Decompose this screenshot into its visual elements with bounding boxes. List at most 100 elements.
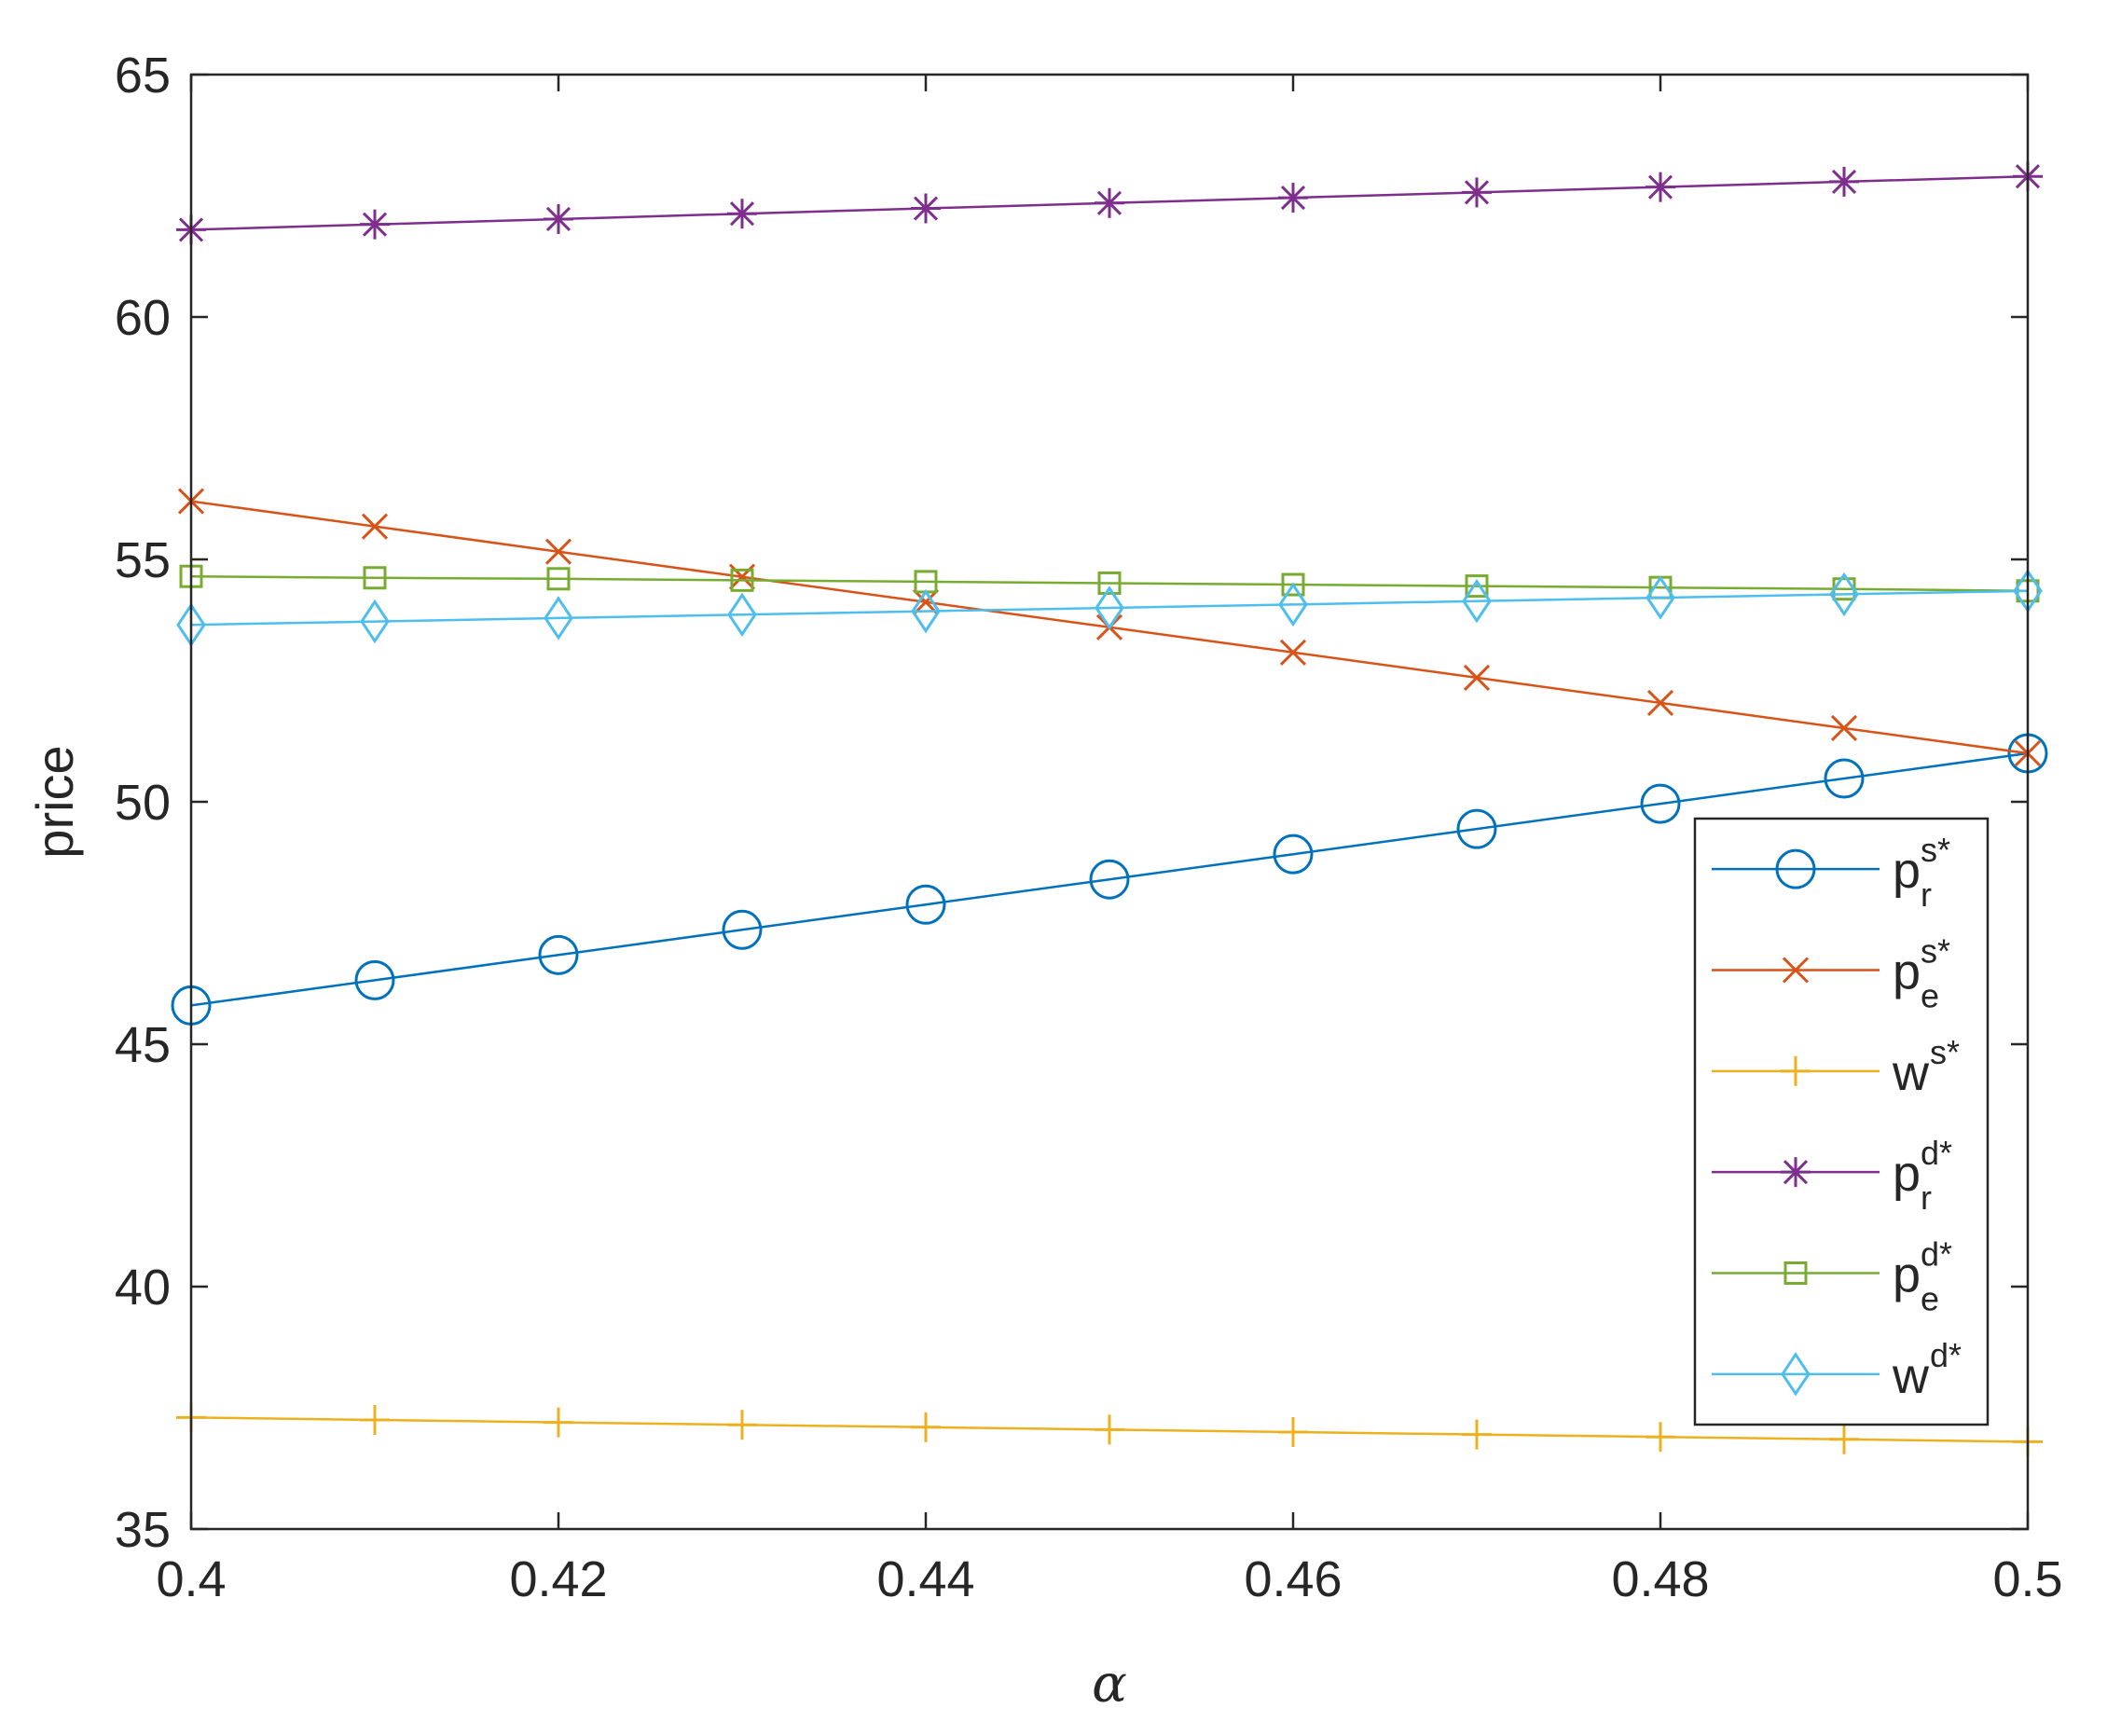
- legend-marker: [1783, 1261, 1808, 1285]
- x-tick-label: 0.46: [1244, 1551, 1342, 1607]
- data-point: [360, 1405, 390, 1435]
- data-point: [1829, 572, 1859, 617]
- data-point: [544, 1407, 573, 1438]
- legend-entry: p s* r: [1712, 831, 1950, 914]
- legend-superscript: s*: [1921, 932, 1950, 971]
- data-point: [361, 513, 389, 540]
- data-point: [722, 909, 763, 950]
- data-point: [1456, 808, 1497, 849]
- data-point: [1279, 639, 1307, 666]
- series-line: [190, 751, 2029, 1007]
- data-point: [1646, 1422, 1675, 1453]
- data-point: [360, 599, 390, 644]
- legend-label: p: [1893, 944, 1921, 1000]
- data-point: [1829, 1424, 1859, 1454]
- x-tick-label: 0.48: [1611, 1551, 1709, 1607]
- x-axis-label: α: [1092, 1654, 1127, 1715]
- data-point: [1830, 714, 1858, 742]
- y-tick-label: 60: [115, 290, 171, 346]
- legend-subscript: e: [1921, 1280, 1939, 1318]
- legend-entry: w s*: [1712, 1033, 1960, 1101]
- legend-label: p: [1893, 843, 1921, 899]
- x-tick-label: 0.42: [509, 1551, 607, 1607]
- axes-layer: 0.4 0.42 0.44 0.46 0.48 0.5 35 40 45 50 55 60 65: [115, 48, 2063, 1607]
- x-tick-label: 0.5: [1992, 1551, 2062, 1607]
- legend-superscript: d*: [1921, 1235, 1952, 1274]
- data-point: [730, 568, 754, 592]
- data-point: [1095, 187, 1124, 218]
- legend-marker: [1781, 1352, 1811, 1397]
- series-layer: [171, 161, 2048, 1457]
- legend-entry: p s* e: [1712, 932, 1950, 1015]
- legend-marker: [1775, 848, 1816, 889]
- data-point: [544, 203, 573, 234]
- data-point: [905, 884, 946, 925]
- legend-superscript: s*: [1921, 831, 1950, 869]
- data-point: [1829, 166, 1859, 197]
- y-axis-label: price: [25, 745, 84, 858]
- data-point: [544, 596, 573, 641]
- data-point: [1089, 859, 1130, 900]
- data-point: [1095, 1414, 1124, 1445]
- legend-box: [1693, 817, 1990, 1426]
- x-tick-label: 0.44: [876, 1551, 974, 1607]
- x-tick-label: 0.4: [156, 1551, 226, 1607]
- data-point: [1463, 664, 1491, 691]
- series-4: [176, 161, 2043, 245]
- series-3: [176, 1402, 2043, 1457]
- data-point: [1095, 586, 1124, 630]
- legend-superscript: d*: [1921, 1134, 1952, 1172]
- data-point: [911, 588, 941, 634]
- data-point: [1646, 172, 1675, 202]
- y-tick-label: 35: [115, 1502, 171, 1558]
- data-point: [1281, 572, 1305, 597]
- data-point: [1462, 177, 1492, 208]
- legend-label: w: [1892, 1348, 1930, 1404]
- legend-label: w: [1892, 1045, 1930, 1101]
- legend-entry: p d* e: [1712, 1235, 1952, 1318]
- data-point: [1278, 582, 1308, 627]
- data-point: [727, 592, 757, 637]
- data-point: [727, 199, 757, 229]
- legend-subscript: e: [1921, 977, 1939, 1015]
- data-point: [544, 538, 572, 565]
- legend-marker: [1782, 957, 1810, 984]
- data-point: [1097, 571, 1122, 595]
- legend-subscript: r: [1921, 1178, 1932, 1217]
- data-point: [727, 1410, 757, 1440]
- legend-label: p: [1893, 1247, 1921, 1303]
- data-point: [911, 193, 941, 224]
- legend-superscript: s*: [1930, 1033, 1960, 1071]
- series-line: [190, 574, 2029, 593]
- legend-marker: [1781, 1157, 1811, 1188]
- data-point: [1465, 574, 1489, 599]
- data-point: [1462, 579, 1492, 624]
- data-point: [1640, 783, 1681, 824]
- legend-label: p: [1893, 1146, 1921, 1202]
- series-2: [177, 488, 2042, 767]
- data-point: [1278, 1417, 1308, 1447]
- data-point: [546, 567, 571, 591]
- data-point: [363, 566, 387, 590]
- y-tick-label: 45: [115, 1017, 171, 1073]
- legend-superscript: d*: [1930, 1336, 1962, 1374]
- legend-entry: w d*: [1712, 1336, 1962, 1404]
- data-point: [354, 959, 395, 1000]
- data-point: [538, 934, 579, 975]
- legend-subscript: r: [1921, 875, 1932, 914]
- y-tick-label: 50: [115, 775, 171, 831]
- y-tick-label: 55: [115, 532, 171, 588]
- data-point: [1646, 575, 1675, 620]
- y-tick-label: 65: [115, 48, 171, 103]
- legend: p s*rp s*ew s*p d*rp d*ew d*: [1693, 817, 1990, 1426]
- data-point: [911, 1412, 941, 1442]
- legend-marker: [1781, 1055, 1811, 1086]
- data-point: [1273, 834, 1314, 875]
- data-point: [1646, 689, 1674, 716]
- series-line: [190, 589, 2029, 627]
- data-point: [360, 209, 390, 240]
- legend-entry: p d* r: [1712, 1134, 1952, 1217]
- y-tick-label: 40: [115, 1260, 171, 1316]
- data-point: [1278, 183, 1308, 214]
